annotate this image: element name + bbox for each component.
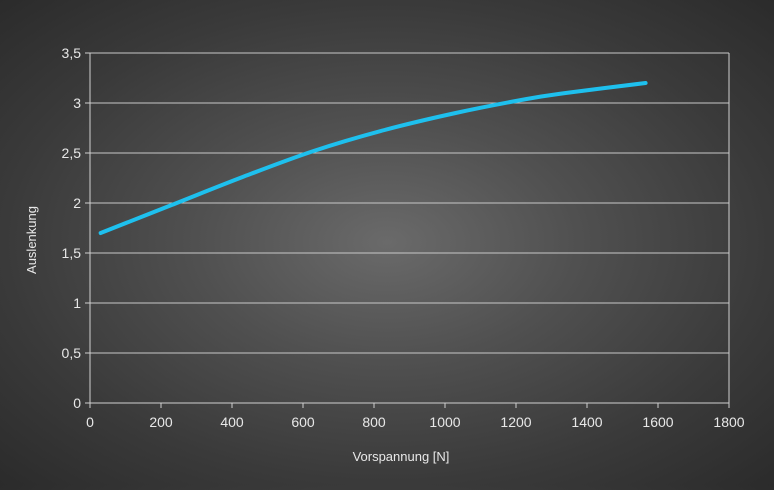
x-tick-label: 800 <box>362 414 386 430</box>
x-tick-label: 600 <box>291 414 315 430</box>
x-tick-label: 1200 <box>500 414 531 430</box>
y-tick-label: 0,5 <box>62 345 82 361</box>
y-tick-label: 3 <box>73 95 81 111</box>
axes <box>85 52 730 408</box>
y-tick-label: 2 <box>73 195 81 211</box>
x-tick-label: 200 <box>149 414 173 430</box>
x-tick-label: 0 <box>86 414 94 430</box>
y-axis-title: Auslenkung <box>24 206 39 274</box>
series-line <box>98 81 648 235</box>
x-tick-label: 1000 <box>429 414 460 430</box>
x-axis-title: Vorspannung [N] <box>353 449 450 464</box>
x-tick-label: 1600 <box>642 414 673 430</box>
y-tick-label: 0 <box>73 395 81 411</box>
y-tick-labels: 0 0,5 1 1,5 2 2,5 3 3,5 <box>62 45 82 411</box>
x-tick-labels: 0 200 400 600 800 1000 1200 1400 1600 1800 <box>86 414 745 430</box>
y-tick-label: 1,5 <box>62 245 82 261</box>
y-tick-label: 3,5 <box>62 45 82 61</box>
x-tick-label: 1800 <box>713 414 744 430</box>
y-tick-label: 2,5 <box>62 145 82 161</box>
x-tick-label: 400 <box>220 414 244 430</box>
y-tick-label: 1 <box>73 295 81 311</box>
x-tick-label: 1400 <box>571 414 602 430</box>
grid-lines <box>90 52 729 354</box>
series-layer <box>98 81 648 235</box>
